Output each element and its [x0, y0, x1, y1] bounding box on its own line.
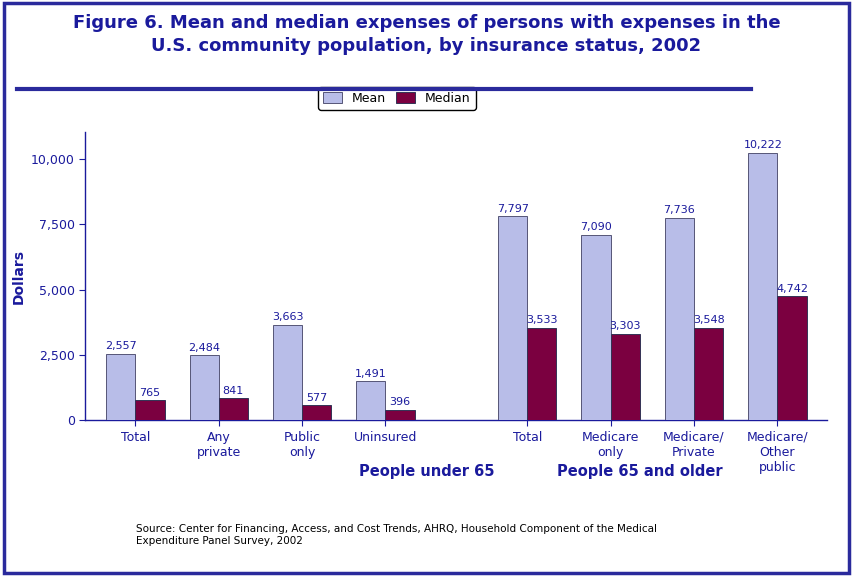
Text: 7,797: 7,797 — [496, 204, 528, 214]
Bar — [218, 399, 248, 420]
Y-axis label: Dollars: Dollars — [11, 249, 26, 304]
Text: 1,491: 1,491 — [354, 369, 386, 379]
Text: People 65 and older: People 65 and older — [556, 464, 722, 479]
Text: 577: 577 — [306, 393, 327, 403]
Text: 7,736: 7,736 — [663, 205, 694, 215]
Text: 3,548: 3,548 — [692, 315, 723, 325]
Bar — [581, 235, 610, 420]
Bar — [302, 406, 331, 420]
Text: 3,663: 3,663 — [272, 312, 303, 322]
Text: 2,484: 2,484 — [188, 343, 220, 353]
Bar — [776, 296, 806, 420]
Bar — [385, 410, 414, 420]
Text: 841: 841 — [222, 386, 244, 396]
Bar — [273, 325, 302, 420]
Text: 10,222: 10,222 — [742, 140, 781, 150]
Bar — [694, 328, 722, 420]
Bar — [498, 217, 527, 420]
Bar — [106, 354, 135, 420]
Text: 396: 396 — [389, 397, 410, 407]
Text: 3,303: 3,303 — [608, 321, 640, 331]
Bar — [527, 328, 556, 420]
Text: 765: 765 — [139, 388, 160, 398]
Bar — [356, 381, 385, 420]
Text: Source: Center for Financing, Access, and Cost Trends, AHRQ, Household Component: Source: Center for Financing, Access, an… — [136, 524, 657, 546]
Bar — [610, 334, 639, 420]
Text: Figure 6. Mean and median expenses of persons with expenses in the: Figure 6. Mean and median expenses of pe… — [72, 14, 780, 32]
Text: 4,742: 4,742 — [775, 284, 807, 294]
Text: 3,533: 3,533 — [526, 316, 557, 325]
Bar — [189, 355, 218, 420]
Text: 2,557: 2,557 — [105, 341, 136, 351]
Bar — [135, 400, 164, 420]
Text: U.S. community population, by insurance status, 2002: U.S. community population, by insurance … — [152, 37, 700, 55]
Bar — [747, 153, 776, 420]
Legend: Mean, Median: Mean, Median — [318, 87, 475, 110]
Text: 7,090: 7,090 — [579, 222, 611, 232]
Text: People under 65: People under 65 — [359, 464, 493, 479]
Bar — [664, 218, 694, 420]
